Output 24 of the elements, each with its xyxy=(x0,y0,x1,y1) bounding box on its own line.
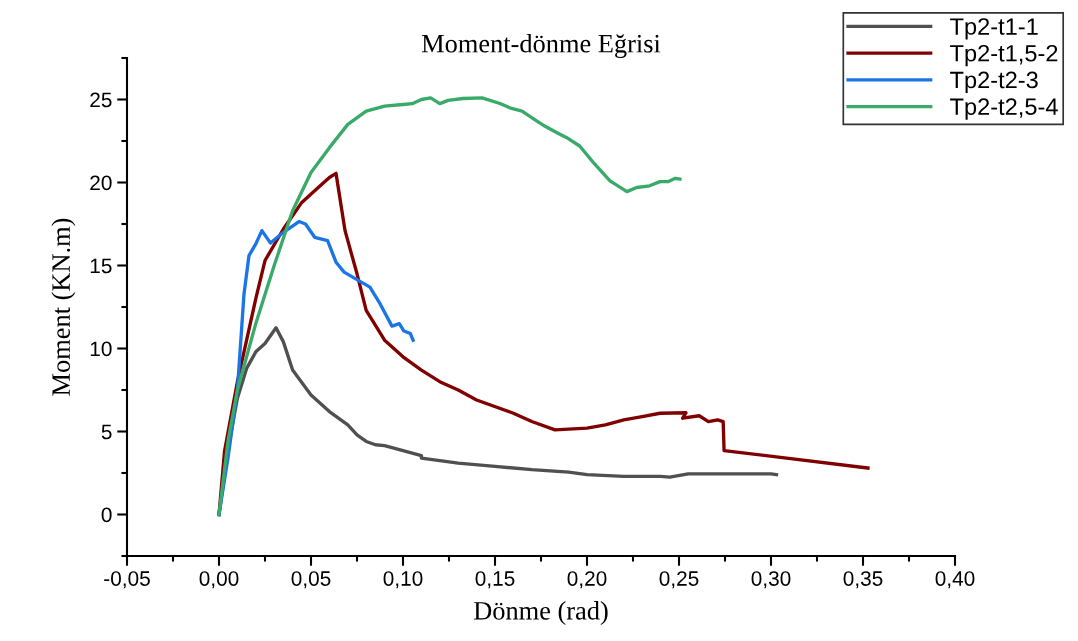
x-tick-label: 0,05 xyxy=(291,571,331,589)
line-series xyxy=(217,96,682,517)
x-axis-title: Dönme (rad) xyxy=(473,601,608,626)
y-tick-label: 0 xyxy=(101,507,112,523)
x-tick-label: 0,30 xyxy=(751,571,791,589)
x-tick-label: 0,40 xyxy=(935,571,975,589)
y-tick-label: 15 xyxy=(90,258,112,274)
y-axis-title: Moment (KN.m) xyxy=(51,218,76,396)
legend-label: Tp2-t1-1 xyxy=(950,18,1038,40)
x-tick-label: 0,25 xyxy=(659,571,699,589)
y-tick-label: 5 xyxy=(101,424,112,440)
x-tick-label: 0,00 xyxy=(199,571,239,589)
legend-label: Tp2-t2-3 xyxy=(950,71,1038,93)
legend-label: Tp2-t2,5-4 xyxy=(950,98,1058,120)
x-tick-label: 0,35 xyxy=(843,571,883,589)
x-tick-label: 0,20 xyxy=(567,571,607,589)
y-tick-label: 25 xyxy=(90,92,112,108)
y-tick-label: 10 xyxy=(90,341,112,357)
legend-label: Tp2-t1,5-2 xyxy=(950,44,1058,67)
chart-title: Moment-dönme Eğrisi xyxy=(421,33,661,58)
x-tick-label: -0,05 xyxy=(104,571,150,589)
x-tick-label: 0,15 xyxy=(475,571,515,589)
x-tick-label: 0,10 xyxy=(383,571,423,589)
y-tick-label: 20 xyxy=(90,175,112,191)
